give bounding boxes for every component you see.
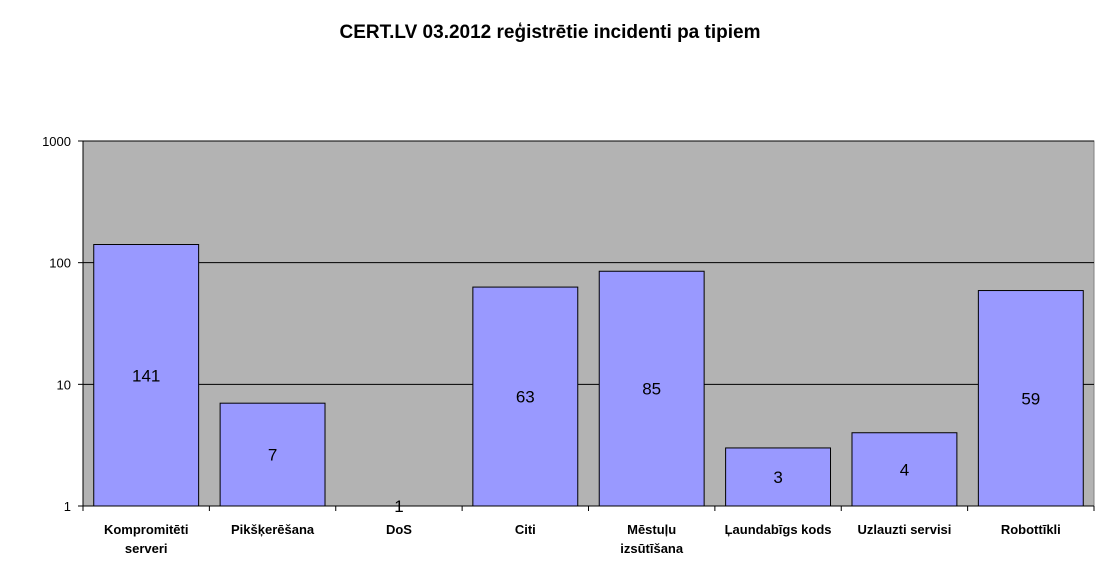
category-label: Citi — [515, 522, 536, 537]
labels: 1 10 100 1000 141 Kompromitēti serveri 7 Pikšķer… — [42, 134, 1061, 556]
category-label: Mēstuļu izsūtīšana — [620, 522, 684, 556]
y-tick-label: 100 — [49, 256, 71, 271]
data-label: 63 — [516, 388, 535, 407]
data-label: 7 — [268, 446, 277, 465]
data-label: 4 — [900, 460, 909, 479]
bar — [851, 432, 958, 507]
y-tick-label: 10 — [57, 377, 71, 392]
y-tick-label: 1 — [64, 499, 71, 514]
gridlines — [83, 140, 1094, 385]
category-label: Uzlauzti servisi — [857, 522, 951, 537]
data-label: 3 — [773, 468, 782, 487]
bar — [977, 290, 1084, 507]
category-label: Pikšķerēšana — [231, 522, 315, 537]
category-label: Kompromitēti serveri — [104, 522, 189, 556]
data-label: 141 — [132, 366, 160, 385]
category-label: Robottīkli — [1001, 522, 1061, 537]
data-label: 85 — [642, 380, 661, 399]
data-label: 59 — [1021, 389, 1040, 408]
bars — [93, 244, 1084, 507]
data-label: 1 — [394, 497, 403, 516]
bar — [93, 244, 200, 507]
category-label: DoS — [386, 522, 412, 537]
category-label: Ļaundabīgs kods — [725, 522, 832, 537]
axes — [78, 140, 1095, 511]
chart-title: CERT.LV 03.2012 reģistrētie incidenti pa… — [339, 22, 761, 43]
y-tick-label: 1000 — [42, 134, 71, 149]
